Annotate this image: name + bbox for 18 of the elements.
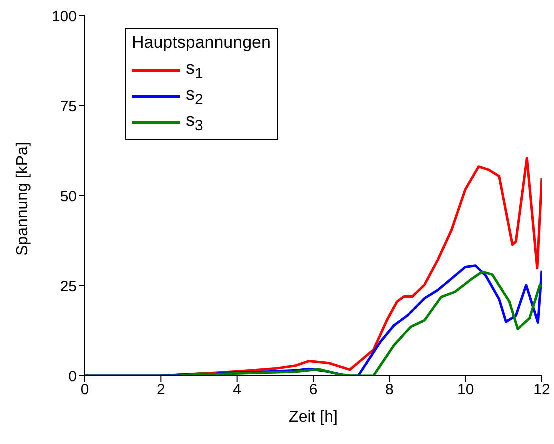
x-tick-label: 2 xyxy=(156,382,166,399)
y-tick-label: 100 xyxy=(52,8,77,26)
y-tick-label: 0 xyxy=(68,368,77,386)
x-tick-label: 6 xyxy=(309,382,318,399)
y-tick-label: 25 xyxy=(60,278,77,296)
x-tick-label: 0 xyxy=(80,382,90,399)
y-axis-title: Spannung [kPa] xyxy=(14,142,32,256)
y-tick-label: 75 xyxy=(60,98,77,116)
x-tick-label: 8 xyxy=(385,382,394,399)
y-tick-label: 50 xyxy=(60,188,77,206)
x-axis-title: Zeit [h] xyxy=(289,409,338,426)
legend-label: s$_{1}$ xyxy=(186,58,204,82)
legend-title: Hauptspannungen xyxy=(132,33,271,53)
legend-label: s$_{3}$ xyxy=(186,110,204,134)
x-tick-label: 10 xyxy=(457,382,474,399)
legend-label: s$_{2}$ xyxy=(186,84,204,108)
x-tick-label: 4 xyxy=(233,382,242,399)
x-tick-label: 12 xyxy=(534,382,550,399)
